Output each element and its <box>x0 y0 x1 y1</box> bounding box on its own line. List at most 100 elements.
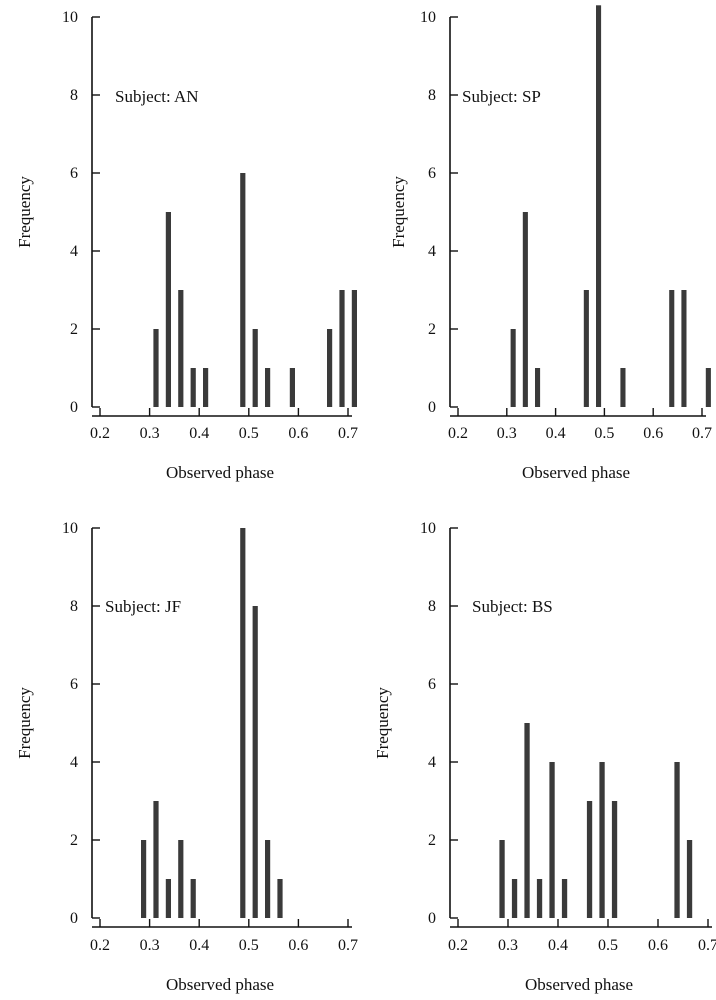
y-tick-label: 10 <box>420 9 436 26</box>
y-tick-label: 10 <box>62 9 78 26</box>
y-tick-label: 6 <box>70 165 78 182</box>
histogram-bar <box>252 606 258 918</box>
y-axis-title: Frequency <box>389 176 408 248</box>
chart-panel: 0 2 4 6 8 10 0.2 0.3 0.4 0.5 0.6 0.7 Observed phase F… <box>389 5 712 482</box>
histogram-bar <box>190 879 196 918</box>
histogram-bar <box>522 212 528 407</box>
x-axis-title: Observed phase <box>525 975 633 994</box>
histogram-bar <box>153 801 159 918</box>
y-axis-title: Frequency <box>373 687 392 759</box>
histogram-bar <box>536 879 543 918</box>
subject-label: Subject: JF <box>105 597 181 616</box>
histogram-bar <box>511 879 518 918</box>
histogram-bar <box>277 879 283 918</box>
x-tick-label: 0.2 <box>90 937 110 954</box>
y-tick-label: 6 <box>70 676 78 693</box>
x-tick-label: 0.6 <box>643 425 663 442</box>
histogram-bar <box>620 368 626 407</box>
y-tick-label: 2 <box>70 832 78 849</box>
histogram-bar <box>265 840 271 918</box>
chart-panel: 0 2 4 6 8 10 0.2 0.3 0.4 0.5 0.6 0.7 Observed phase F… <box>15 520 358 994</box>
chart-panel: 0 2 4 6 8 10 0.2 0.3 0.4 0.5 0.6 0.7 Observed phase F… <box>373 520 716 994</box>
histogram-bar <box>549 762 555 918</box>
x-axis-title: Observed phase <box>166 975 274 994</box>
y-tick-label: 8 <box>70 598 78 615</box>
y-tick-label: 8 <box>428 87 436 104</box>
histogram-bar <box>240 528 246 918</box>
y-tick-label: 2 <box>428 832 436 849</box>
y-tick-label: 10 <box>62 520 78 537</box>
y-tick-label: 6 <box>428 676 436 693</box>
x-tick-label: 0.5 <box>598 937 618 954</box>
histogram-bar <box>524 723 530 918</box>
x-tick-label: 0.4 <box>189 937 209 954</box>
histogram-bar <box>165 212 171 407</box>
y-tick-label: 6 <box>428 165 436 182</box>
x-tick-label: 0.2 <box>90 425 110 442</box>
x-tick-label: 0.3 <box>140 425 160 442</box>
histogram-bar <box>599 762 605 918</box>
x-tick-label: 0.7 <box>338 937 358 954</box>
x-tick-label: 0.6 <box>288 425 308 442</box>
x-tick-label: 0.2 <box>448 425 468 442</box>
histogram-bar <box>265 368 271 407</box>
x-axis-title: Observed phase <box>522 463 630 482</box>
histogram-bar <box>339 290 345 407</box>
histogram-bar <box>240 173 246 407</box>
histogram-bar <box>674 762 680 918</box>
x-tick-label: 0.4 <box>189 425 209 442</box>
y-tick-label: 4 <box>428 243 436 260</box>
x-tick-label: 0.3 <box>497 425 517 442</box>
x-tick-label: 0.7 <box>698 937 716 954</box>
x-tick-label: 0.7 <box>338 425 358 442</box>
x-tick-label: 0.5 <box>594 425 614 442</box>
x-tick-label: 0.3 <box>140 937 160 954</box>
y-axis-title: Frequency <box>15 176 34 248</box>
y-tick-label: 0 <box>70 399 78 416</box>
x-tick-label: 0.7 <box>692 425 712 442</box>
y-tick-label: 10 <box>420 520 436 537</box>
histogram-bar <box>327 329 333 407</box>
subject-label: Subject: AN <box>115 87 199 106</box>
histogram-bar <box>289 368 295 407</box>
y-tick-label: 0 <box>70 910 78 927</box>
histogram-bar <box>705 368 711 407</box>
y-tick-label: 8 <box>428 598 436 615</box>
x-tick-label: 0.2 <box>448 937 468 954</box>
y-tick-label: 0 <box>428 910 436 927</box>
chart-panel: 0 2 4 6 8 10 0.2 0.3 0.4 0.5 0.6 0.7 Observed phase F… <box>15 9 358 482</box>
y-tick-label: 4 <box>70 243 78 260</box>
y-axis-title: Frequency <box>15 687 34 759</box>
histogram-bar <box>611 801 618 918</box>
histogram-bar <box>165 879 171 918</box>
x-tick-label: 0.4 <box>546 425 566 442</box>
histogram-bar <box>351 290 357 407</box>
histogram-bar <box>561 879 568 918</box>
x-tick-label: 0.6 <box>288 937 308 954</box>
histogram-bar <box>141 840 147 918</box>
y-tick-label: 4 <box>428 754 436 771</box>
histogram-bar <box>510 329 516 407</box>
x-tick-label: 0.6 <box>648 937 668 954</box>
histogram-bar <box>499 840 505 918</box>
x-axis-title: Observed phase <box>166 463 274 482</box>
y-tick-label: 2 <box>428 321 436 338</box>
x-tick-label: 0.5 <box>239 425 259 442</box>
y-tick-label: 4 <box>70 754 78 771</box>
histogram-bar <box>178 840 184 918</box>
subject-label: Subject: SP <box>462 87 541 106</box>
histogram-bar <box>586 801 593 918</box>
histogram-bar <box>203 368 209 407</box>
subject-label: Subject: BS <box>472 597 553 616</box>
y-tick-label: 2 <box>70 321 78 338</box>
histogram-bar <box>190 368 196 407</box>
histogram-bar <box>681 290 687 407</box>
histogram-bar <box>669 290 675 407</box>
y-tick-label: 8 <box>70 87 78 104</box>
histogram-bar <box>596 5 602 408</box>
histogram-bar <box>178 290 184 407</box>
histogram-bar <box>535 368 541 407</box>
histogram-bar <box>252 329 258 407</box>
histogram-bar <box>153 329 159 407</box>
